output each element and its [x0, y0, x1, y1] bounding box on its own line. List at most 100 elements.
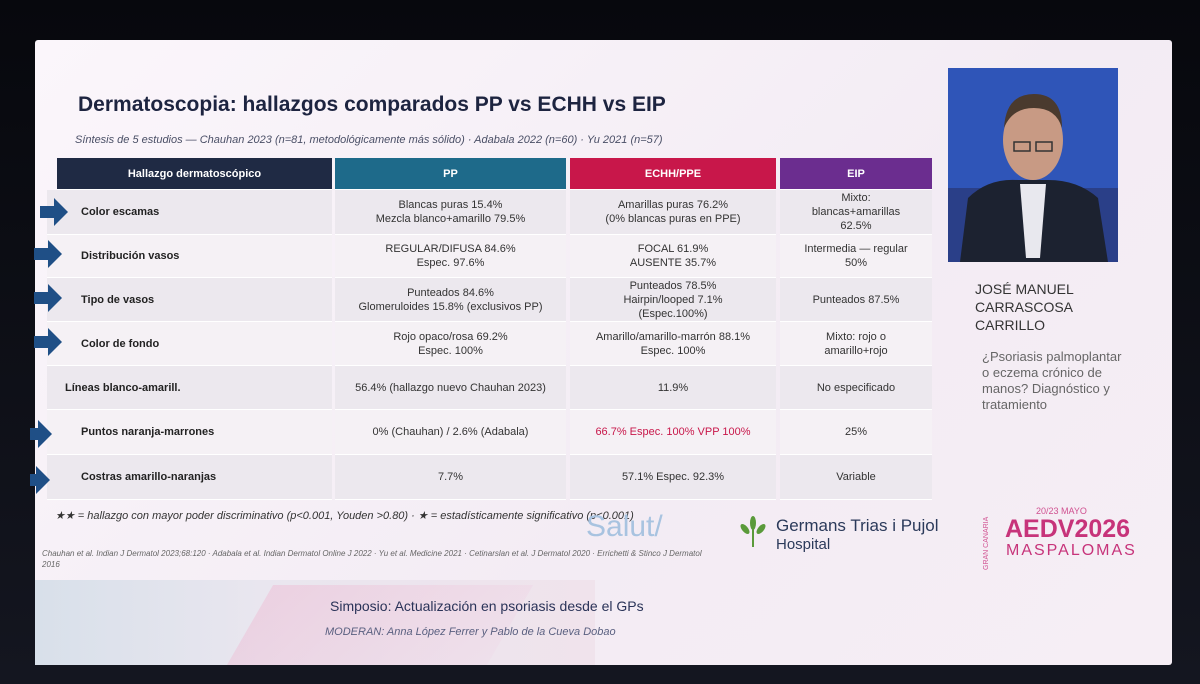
cell-line: Distribución vasos [81, 250, 180, 262]
cell-line: Variable [836, 471, 876, 483]
event-dates: 20/23 MAYO [1036, 506, 1087, 516]
talk-line: ¿Psoriasis palmoplantar [982, 349, 1122, 364]
cell-line: 25% [844, 426, 868, 438]
table-cell: 25% [780, 410, 932, 455]
legend-note: ★★ = hallazgo con mayor poder discrimina… [55, 510, 634, 522]
cell-line: Espec. 100% [418, 344, 483, 357]
event-city: MASPALOMAS [1006, 542, 1137, 559]
cell-line: Color escamas [81, 206, 160, 218]
arrows [30, 198, 68, 494]
slide-title: Dermatoscopia: hallazgos comparados PP v… [78, 93, 666, 116]
table-cell: Costras amarillo-naranjas [47, 455, 332, 500]
arrow [30, 420, 52, 448]
cell-line: Punteados 84.6% [407, 286, 494, 299]
arrow [40, 198, 68, 226]
cell-line: Glomeruloides 15.8% (exclusivos PP) [358, 300, 543, 313]
table-cell: Color escamas [47, 190, 332, 235]
cell-line: (Espec.100%) [638, 307, 708, 320]
logo-salut: Salut/ [586, 510, 663, 543]
moderators: MODERAN: Anna López Ferrer y Pablo de la… [325, 626, 616, 638]
table-cell: 66.7% Espec. 100% VPP 100% [570, 410, 776, 455]
table-cell: REGULAR/DIFUSA 84.6% Espec. 97.6% [335, 235, 566, 278]
cell-line: Mixto: rojo o [826, 330, 886, 343]
table-cell: 11.9% [570, 366, 776, 410]
session-title: Simposio: Actualización en psoriasis des… [330, 598, 644, 614]
table-cell: Distribución vasos [47, 235, 332, 278]
cell-line: blancas+amarillas [811, 206, 901, 218]
cell-line: 11.9% [657, 381, 689, 394]
arrow [34, 240, 62, 268]
cell-line: Líneas blanco-amarill. [65, 381, 181, 394]
talk-line: tratamiento [982, 397, 1048, 412]
cell-line: Costras amarillo-naranjas [81, 471, 217, 483]
cell-line: Puntos naranja-marrones [81, 426, 215, 438]
table-cell: Amarillas puras 76.2% (0% blancas puras e… [570, 190, 776, 235]
table-cell: Mixto: blancas+amarillas 62.5% [780, 190, 932, 235]
ref-line: Chauhan et al. Indian J Dermatol 2023;68… [42, 549, 702, 558]
table-cell: 56.4% (hallazgo nuevo Chauhan 2023) [335, 366, 566, 410]
cell-line: AUSENTE 35.7% [629, 257, 717, 269]
speaker-line: JOSÉ MANUEL [975, 281, 1074, 297]
hospital-name: Germans Trias i Pujol [776, 516, 939, 535]
cell-line: FOCAL 61.9% [637, 243, 709, 255]
table-cell: Intermedia — regular 50% [780, 235, 932, 278]
arrow [34, 284, 62, 312]
talk-title: ¿Psoriasis palmoplantar o eczema crónico… [982, 349, 1121, 413]
speaker-line: CARRILLO [975, 317, 1046, 333]
table-header: EIP [780, 158, 932, 190]
cell-line: 57.1% Espec. 92.3% [621, 471, 725, 483]
speaker-name: JOSÉ MANUEL CARRASCOSA CARRILLO [975, 280, 1074, 334]
hospital-word: Hospital [776, 536, 831, 553]
cell-line: amarillo+rojo [824, 344, 888, 357]
cell-line: Hairpin/looped 7.1% [623, 293, 723, 306]
decor [226, 585, 534, 665]
cell-line: 7.7% [437, 471, 464, 483]
cell-line: Mezcla blanco+amarillo 79.5% [375, 213, 526, 225]
references: Chauhan et al. Indian J Dermatol 2023;68… [42, 548, 702, 570]
footer-band [35, 580, 595, 665]
ref-line: 2016 [42, 560, 60, 569]
cell-line: 0% (Chauhan) / 2.6% (Adabala) [372, 426, 529, 438]
table-cell: 7.7% [335, 455, 566, 500]
speaker-video [948, 68, 1118, 262]
table-cell: Puntos naranja-marrones [47, 410, 332, 455]
table-cell: Amarillo/amarillo-marrón 88.1% Espec. 100… [570, 322, 776, 366]
table-cell: FOCAL 61.9% AUSENTE 35.7% [570, 235, 776, 278]
event-place: GRAN CANARIA [983, 516, 990, 570]
table-cell: Variable [780, 455, 932, 500]
cell-line: Amarillas puras 76.2% [617, 199, 729, 211]
cell-line: (0% blancas puras en PPE) [605, 213, 741, 225]
arrow [30, 466, 50, 494]
cell-line: 50% [844, 257, 868, 269]
cell-line: Blancas puras 15.4% [398, 199, 503, 211]
table-cell: Punteados 78.5% Hairpin/looped 7.1% (Espec… [570, 278, 776, 322]
cell-line: No especificado [816, 381, 896, 394]
cell-line: Rojo opaco/rosa 69.2% [393, 330, 508, 343]
cell-line: Amarillo/amarillo-marrón 88.1% [595, 330, 751, 343]
table-header: Hallazgo dermatoscópico [57, 158, 332, 190]
table-header: PP [335, 158, 566, 190]
cell-line: Intermedia — regular [804, 243, 908, 255]
event-brand: AEDV2026 [1005, 515, 1131, 543]
talk-line: o eczema crónico de [982, 365, 1102, 380]
speaker-line: CARRASCOSA [975, 299, 1074, 315]
cell-line: REGULAR/DIFUSA 84.6% [385, 243, 516, 255]
table-cell: Punteados 84.6% Glomeruloides 15.8% (excl… [335, 278, 566, 322]
slide-subtitle: Síntesis de 5 estudios — Chauhan 2023 (n… [75, 134, 663, 146]
table-cell: Rojo opaco/rosa 69.2% Espec. 100% [335, 322, 566, 366]
table-cell: Tipo de vasos [47, 278, 332, 322]
cell-line: 62.5% [840, 220, 872, 232]
cell-line: 66.7% Espec. 100% VPP 100% [595, 426, 751, 438]
table-cell: Punteados 87.5% [780, 278, 932, 322]
table-header: ECHH/PPE [570, 158, 776, 190]
hospital-icon [740, 516, 766, 547]
table-cell: Color de fondo [47, 322, 332, 366]
table-cell: 57.1% Espec. 92.3% [570, 455, 776, 500]
table-cell: Mixto: rojo o amarillo+rojo [780, 322, 932, 366]
cell-line: Mixto: [841, 192, 871, 204]
table-cell: No especificado [780, 366, 932, 410]
table-cell: 0% (Chauhan) / 2.6% (Adabala) [335, 410, 566, 455]
talk-line: manos? Diagnóstico y [982, 381, 1110, 396]
table-cell: Blancas puras 15.4% Mezcla blanco+amarill… [335, 190, 566, 235]
